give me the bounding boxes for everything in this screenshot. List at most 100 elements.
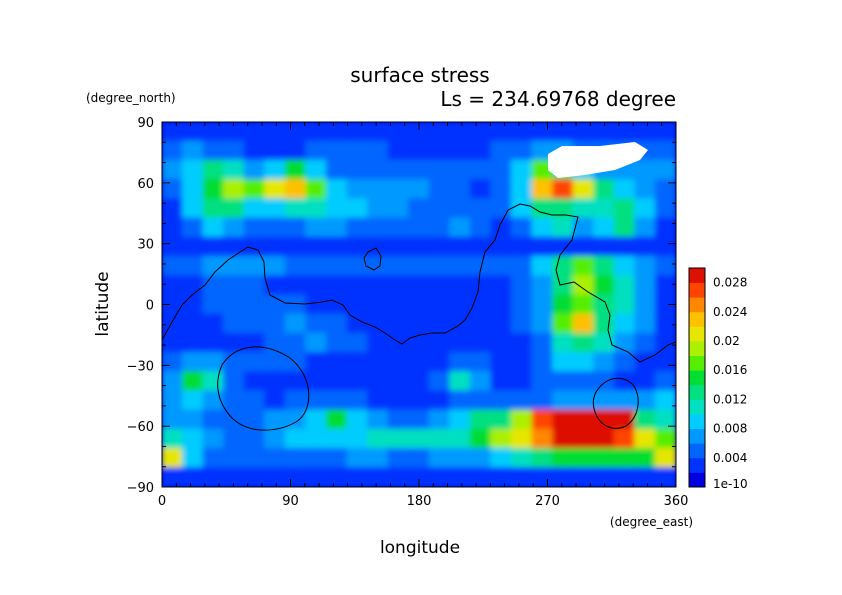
heat-cell (325, 428, 348, 450)
heat-cell (223, 448, 245, 469)
heat-cell (162, 275, 184, 296)
island-outline (363, 247, 382, 271)
heat-cell (408, 409, 430, 430)
heat-cell (284, 332, 307, 354)
heat-cell (387, 448, 410, 469)
y-tick-label: 60 (137, 177, 154, 192)
heat-cell (490, 428, 513, 450)
heat-cell (490, 255, 513, 277)
heat-cell (264, 409, 286, 430)
heat-cell (346, 332, 369, 354)
heat-cell (243, 294, 266, 315)
colorbar-tick-label: 0.008 (713, 422, 747, 436)
heat-cell (531, 294, 554, 315)
heat-cell (223, 217, 245, 238)
heat-cell (182, 140, 204, 161)
heat-cell (428, 159, 451, 181)
heat-cell (243, 448, 266, 469)
heat-cell (490, 122, 513, 142)
heat-cell (284, 255, 307, 277)
heat-cell (511, 198, 533, 219)
heat-cell (305, 140, 327, 161)
heat-cell (552, 198, 574, 219)
heat-cell (346, 122, 369, 142)
heat-cell (654, 371, 676, 392)
heat-cell (264, 371, 286, 392)
heat-cell (408, 390, 430, 411)
heat-cell (572, 198, 595, 219)
heat-cell (428, 275, 451, 296)
heat-cell (552, 179, 574, 200)
heat-cell (469, 332, 492, 354)
heat-cell (182, 371, 204, 392)
x-tick-label: 90 (282, 494, 299, 509)
heat-cell (367, 217, 389, 238)
heat-cell (264, 313, 286, 334)
heat-cell (264, 332, 286, 354)
heat-cell (408, 140, 430, 161)
heat-cell (654, 198, 676, 219)
heat-cell (387, 467, 410, 487)
x-axis-ticks: 0 90 180 270 360 (158, 122, 688, 509)
heat-cell (346, 467, 369, 487)
heat-cell (552, 467, 574, 487)
heat-cell (223, 428, 245, 450)
heat-cell (264, 255, 286, 277)
heat-cell (284, 294, 307, 315)
heat-cell (367, 313, 389, 334)
colorbar-swatch (689, 472, 705, 488)
heat-cell (284, 352, 307, 373)
heat-cell (634, 294, 656, 315)
heat-cell (243, 409, 266, 430)
heat-cell (552, 275, 574, 296)
heat-cell (531, 122, 554, 142)
heat-cell (449, 409, 471, 430)
heat-cell (264, 198, 286, 219)
heat-cell (264, 179, 286, 200)
heat-cell (162, 390, 184, 411)
heat-cell (284, 159, 307, 181)
heat-cell (449, 371, 471, 392)
heat-cell (284, 179, 307, 200)
heat-cell (182, 428, 204, 450)
y-axis-ticks: −90 −60 −30 0 30 60 90 (127, 116, 676, 496)
heat-cell (469, 352, 492, 373)
heat-cell (490, 313, 513, 334)
heat-cell (367, 140, 389, 161)
heat-cell (387, 275, 410, 296)
heat-cell (367, 159, 389, 181)
heat-cell (346, 159, 369, 181)
colorbar-swatch (689, 457, 705, 473)
heat-cell (531, 352, 554, 373)
heat-cell (511, 313, 533, 334)
heat-cell (367, 409, 389, 430)
heat-cell (346, 428, 369, 450)
heat-cell (367, 371, 389, 392)
colorbar-tick-label: 0.028 (713, 276, 747, 290)
heat-cell (428, 294, 451, 315)
north-pole-cap (548, 142, 648, 178)
heat-cell (346, 140, 369, 161)
heat-cell (428, 179, 451, 200)
heat-cell (182, 409, 204, 430)
heat-cell (284, 198, 307, 219)
heat-cell (531, 236, 554, 257)
heat-cell (305, 428, 327, 450)
heat-cell (264, 390, 286, 411)
x-tick-label: 180 (407, 494, 432, 509)
heat-cell (182, 313, 204, 334)
colorbar-swatch (689, 428, 705, 444)
colorbar-swatch (689, 326, 705, 342)
heat-cell (223, 122, 245, 142)
heat-cell (469, 122, 492, 142)
heat-cell (223, 467, 245, 487)
heat-cell (223, 332, 245, 354)
heat-cell (593, 467, 615, 487)
heat-cell (387, 428, 410, 450)
heat-cell (572, 236, 595, 257)
heat-cell (593, 332, 615, 354)
heat-cell (593, 371, 615, 392)
heat-cell (223, 255, 245, 277)
heat-cell (634, 332, 656, 354)
heat-cell (654, 122, 676, 142)
